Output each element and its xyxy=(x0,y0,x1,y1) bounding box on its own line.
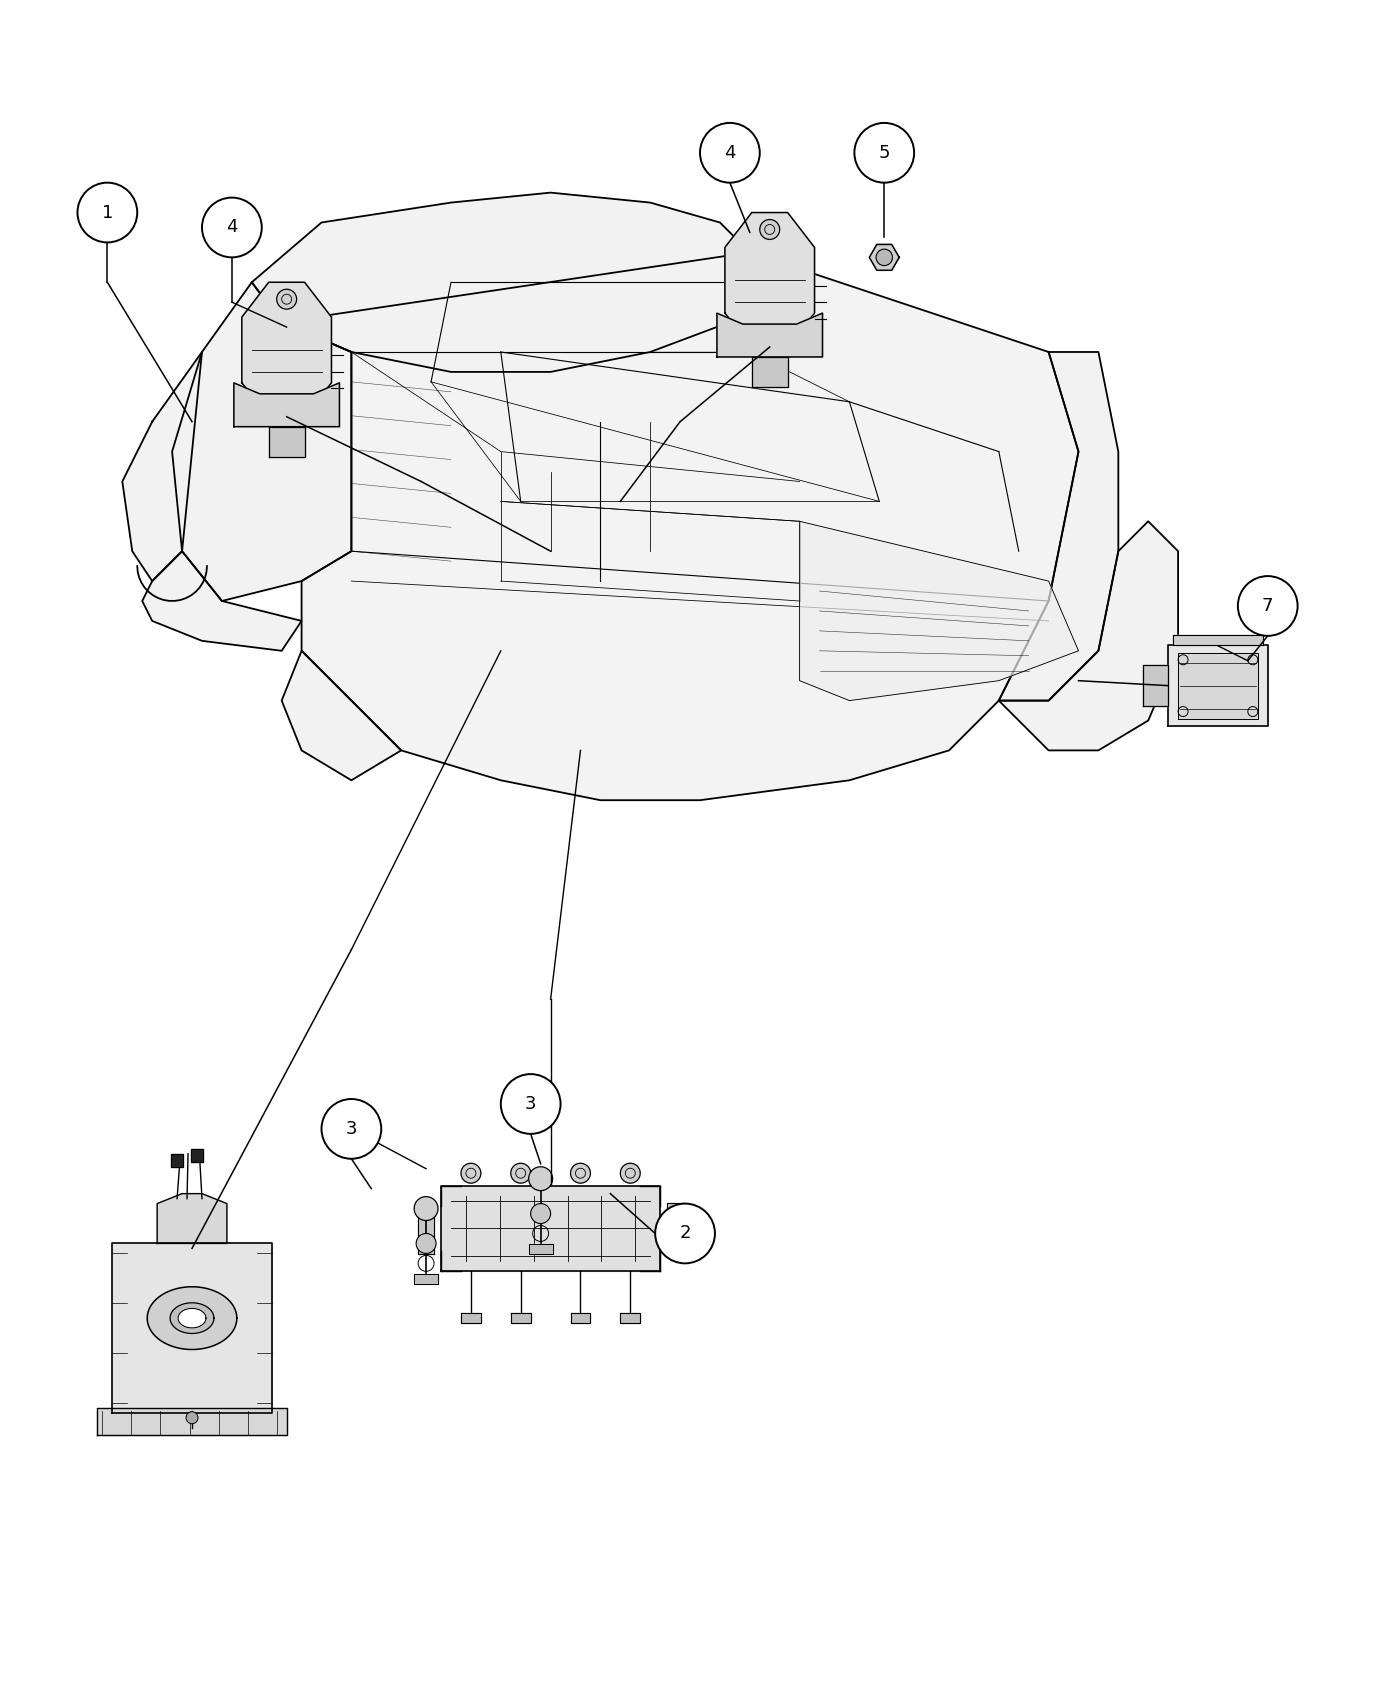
Circle shape xyxy=(655,1204,715,1263)
Polygon shape xyxy=(234,382,339,427)
Text: 5: 5 xyxy=(879,144,890,162)
Text: 3: 3 xyxy=(346,1120,357,1137)
Polygon shape xyxy=(668,1204,683,1255)
Polygon shape xyxy=(441,1187,661,1272)
Circle shape xyxy=(322,1098,381,1159)
Polygon shape xyxy=(252,192,750,372)
Polygon shape xyxy=(98,1408,287,1435)
Polygon shape xyxy=(717,313,823,357)
Circle shape xyxy=(760,219,780,240)
Circle shape xyxy=(202,197,262,257)
Polygon shape xyxy=(178,1309,206,1328)
Circle shape xyxy=(414,1197,438,1221)
Circle shape xyxy=(854,122,914,182)
Circle shape xyxy=(876,250,892,265)
Circle shape xyxy=(416,1234,435,1253)
Text: 3: 3 xyxy=(525,1095,536,1114)
Polygon shape xyxy=(242,282,332,405)
Text: 2: 2 xyxy=(679,1224,690,1243)
Circle shape xyxy=(77,182,137,243)
Polygon shape xyxy=(414,1275,438,1284)
Polygon shape xyxy=(998,522,1177,750)
Polygon shape xyxy=(1173,634,1263,644)
Polygon shape xyxy=(122,352,202,581)
Polygon shape xyxy=(529,1244,553,1255)
Polygon shape xyxy=(725,212,815,335)
Polygon shape xyxy=(998,352,1119,700)
Text: 1: 1 xyxy=(102,204,113,221)
Polygon shape xyxy=(269,427,305,457)
Polygon shape xyxy=(281,252,1078,801)
Circle shape xyxy=(501,1074,560,1134)
Circle shape xyxy=(511,1163,531,1183)
Circle shape xyxy=(1238,576,1298,636)
Text: 7: 7 xyxy=(1261,597,1274,615)
Text: 4: 4 xyxy=(227,219,238,236)
Circle shape xyxy=(620,1163,640,1183)
Polygon shape xyxy=(620,1312,640,1323)
Text: 4: 4 xyxy=(724,144,735,162)
Polygon shape xyxy=(461,1312,480,1323)
Polygon shape xyxy=(281,651,402,780)
Circle shape xyxy=(461,1163,480,1183)
Circle shape xyxy=(277,289,297,309)
Circle shape xyxy=(533,1171,547,1185)
Polygon shape xyxy=(171,1302,214,1333)
Polygon shape xyxy=(157,1193,227,1243)
Polygon shape xyxy=(143,551,301,651)
Polygon shape xyxy=(869,245,899,270)
Circle shape xyxy=(186,1411,197,1423)
Polygon shape xyxy=(1168,644,1268,726)
Polygon shape xyxy=(1177,653,1257,719)
Polygon shape xyxy=(1144,665,1168,706)
Polygon shape xyxy=(799,522,1078,700)
Polygon shape xyxy=(147,1287,237,1350)
Circle shape xyxy=(531,1204,550,1224)
Polygon shape xyxy=(752,357,788,388)
Polygon shape xyxy=(419,1204,434,1255)
Circle shape xyxy=(419,1202,433,1215)
Circle shape xyxy=(700,122,760,182)
Polygon shape xyxy=(190,1149,203,1161)
Circle shape xyxy=(571,1163,591,1183)
Polygon shape xyxy=(172,282,351,602)
Polygon shape xyxy=(112,1243,272,1413)
Polygon shape xyxy=(511,1312,531,1323)
Polygon shape xyxy=(171,1154,183,1166)
Circle shape xyxy=(529,1166,553,1190)
Polygon shape xyxy=(571,1312,591,1323)
